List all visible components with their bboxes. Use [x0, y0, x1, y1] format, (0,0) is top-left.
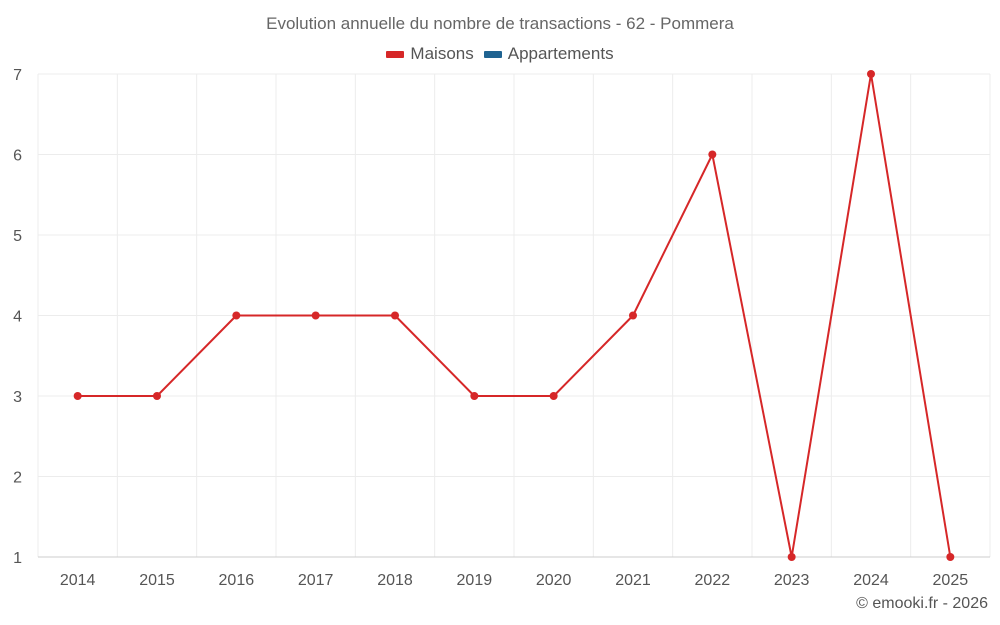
x-tick-label: 2020 — [536, 572, 572, 589]
x-tick-label: 2019 — [457, 572, 493, 589]
x-tick-label: 2018 — [377, 572, 413, 589]
data-point-maisons-2023 — [787, 553, 796, 561]
data-point-maisons-2024 — [867, 70, 875, 78]
x-tick-label: 2016 — [219, 572, 255, 589]
chart-title: Evolution annuelle du nombre de transact… — [266, 14, 734, 33]
data-point-maisons-2017 — [311, 311, 320, 320]
legend-item-maisons[interactable]: Maisons — [386, 44, 474, 64]
data-point-maisons-2019 — [470, 392, 479, 400]
x-tick-label: 2017 — [298, 572, 334, 589]
legend-label-maisons: Maisons — [410, 44, 474, 63]
y-tick-label: 6 — [13, 148, 22, 165]
x-tick-label: 2015 — [139, 572, 175, 589]
legend-swatch-appartements — [483, 50, 502, 58]
y-tick-label: 4 — [13, 309, 22, 326]
y-tick-label: 5 — [13, 228, 22, 245]
x-tick-label: 2022 — [695, 572, 731, 589]
data-point-maisons-2025 — [946, 553, 955, 561]
data-point-maisons-2018 — [391, 311, 399, 320]
legend-swatch-maisons — [386, 50, 405, 58]
y-tick-label: 1 — [13, 550, 22, 567]
data-point-maisons-2021 — [629, 311, 637, 320]
credit-text: © emooki.fr - 2026 — [856, 595, 988, 612]
y-tick-label: 2 — [13, 470, 22, 487]
legend-label-appartements: Appartements — [507, 44, 614, 63]
series-line-maisons — [77, 73, 952, 558]
y-tick-label: 3 — [13, 389, 22, 406]
data-point-maisons-2022 — [708, 150, 717, 159]
x-tick-label: 2014 — [60, 572, 96, 589]
x-tick-label: 2023 — [774, 572, 810, 589]
x-tick-label: 2024 — [853, 572, 889, 589]
data-point-maisons-2020 — [549, 392, 558, 400]
legend-item-appartements[interactable]: Appartements — [483, 44, 614, 64]
y-tick-label: 7 — [13, 67, 22, 84]
legend: Maisons Appartements — [0, 44, 1000, 64]
data-point-maisons-2014 — [73, 392, 82, 400]
data-point-maisons-2016 — [232, 311, 241, 320]
x-tick-label: 2025 — [933, 572, 969, 589]
x-tick-label: 2021 — [615, 572, 651, 589]
data-point-maisons-2015 — [153, 392, 161, 400]
